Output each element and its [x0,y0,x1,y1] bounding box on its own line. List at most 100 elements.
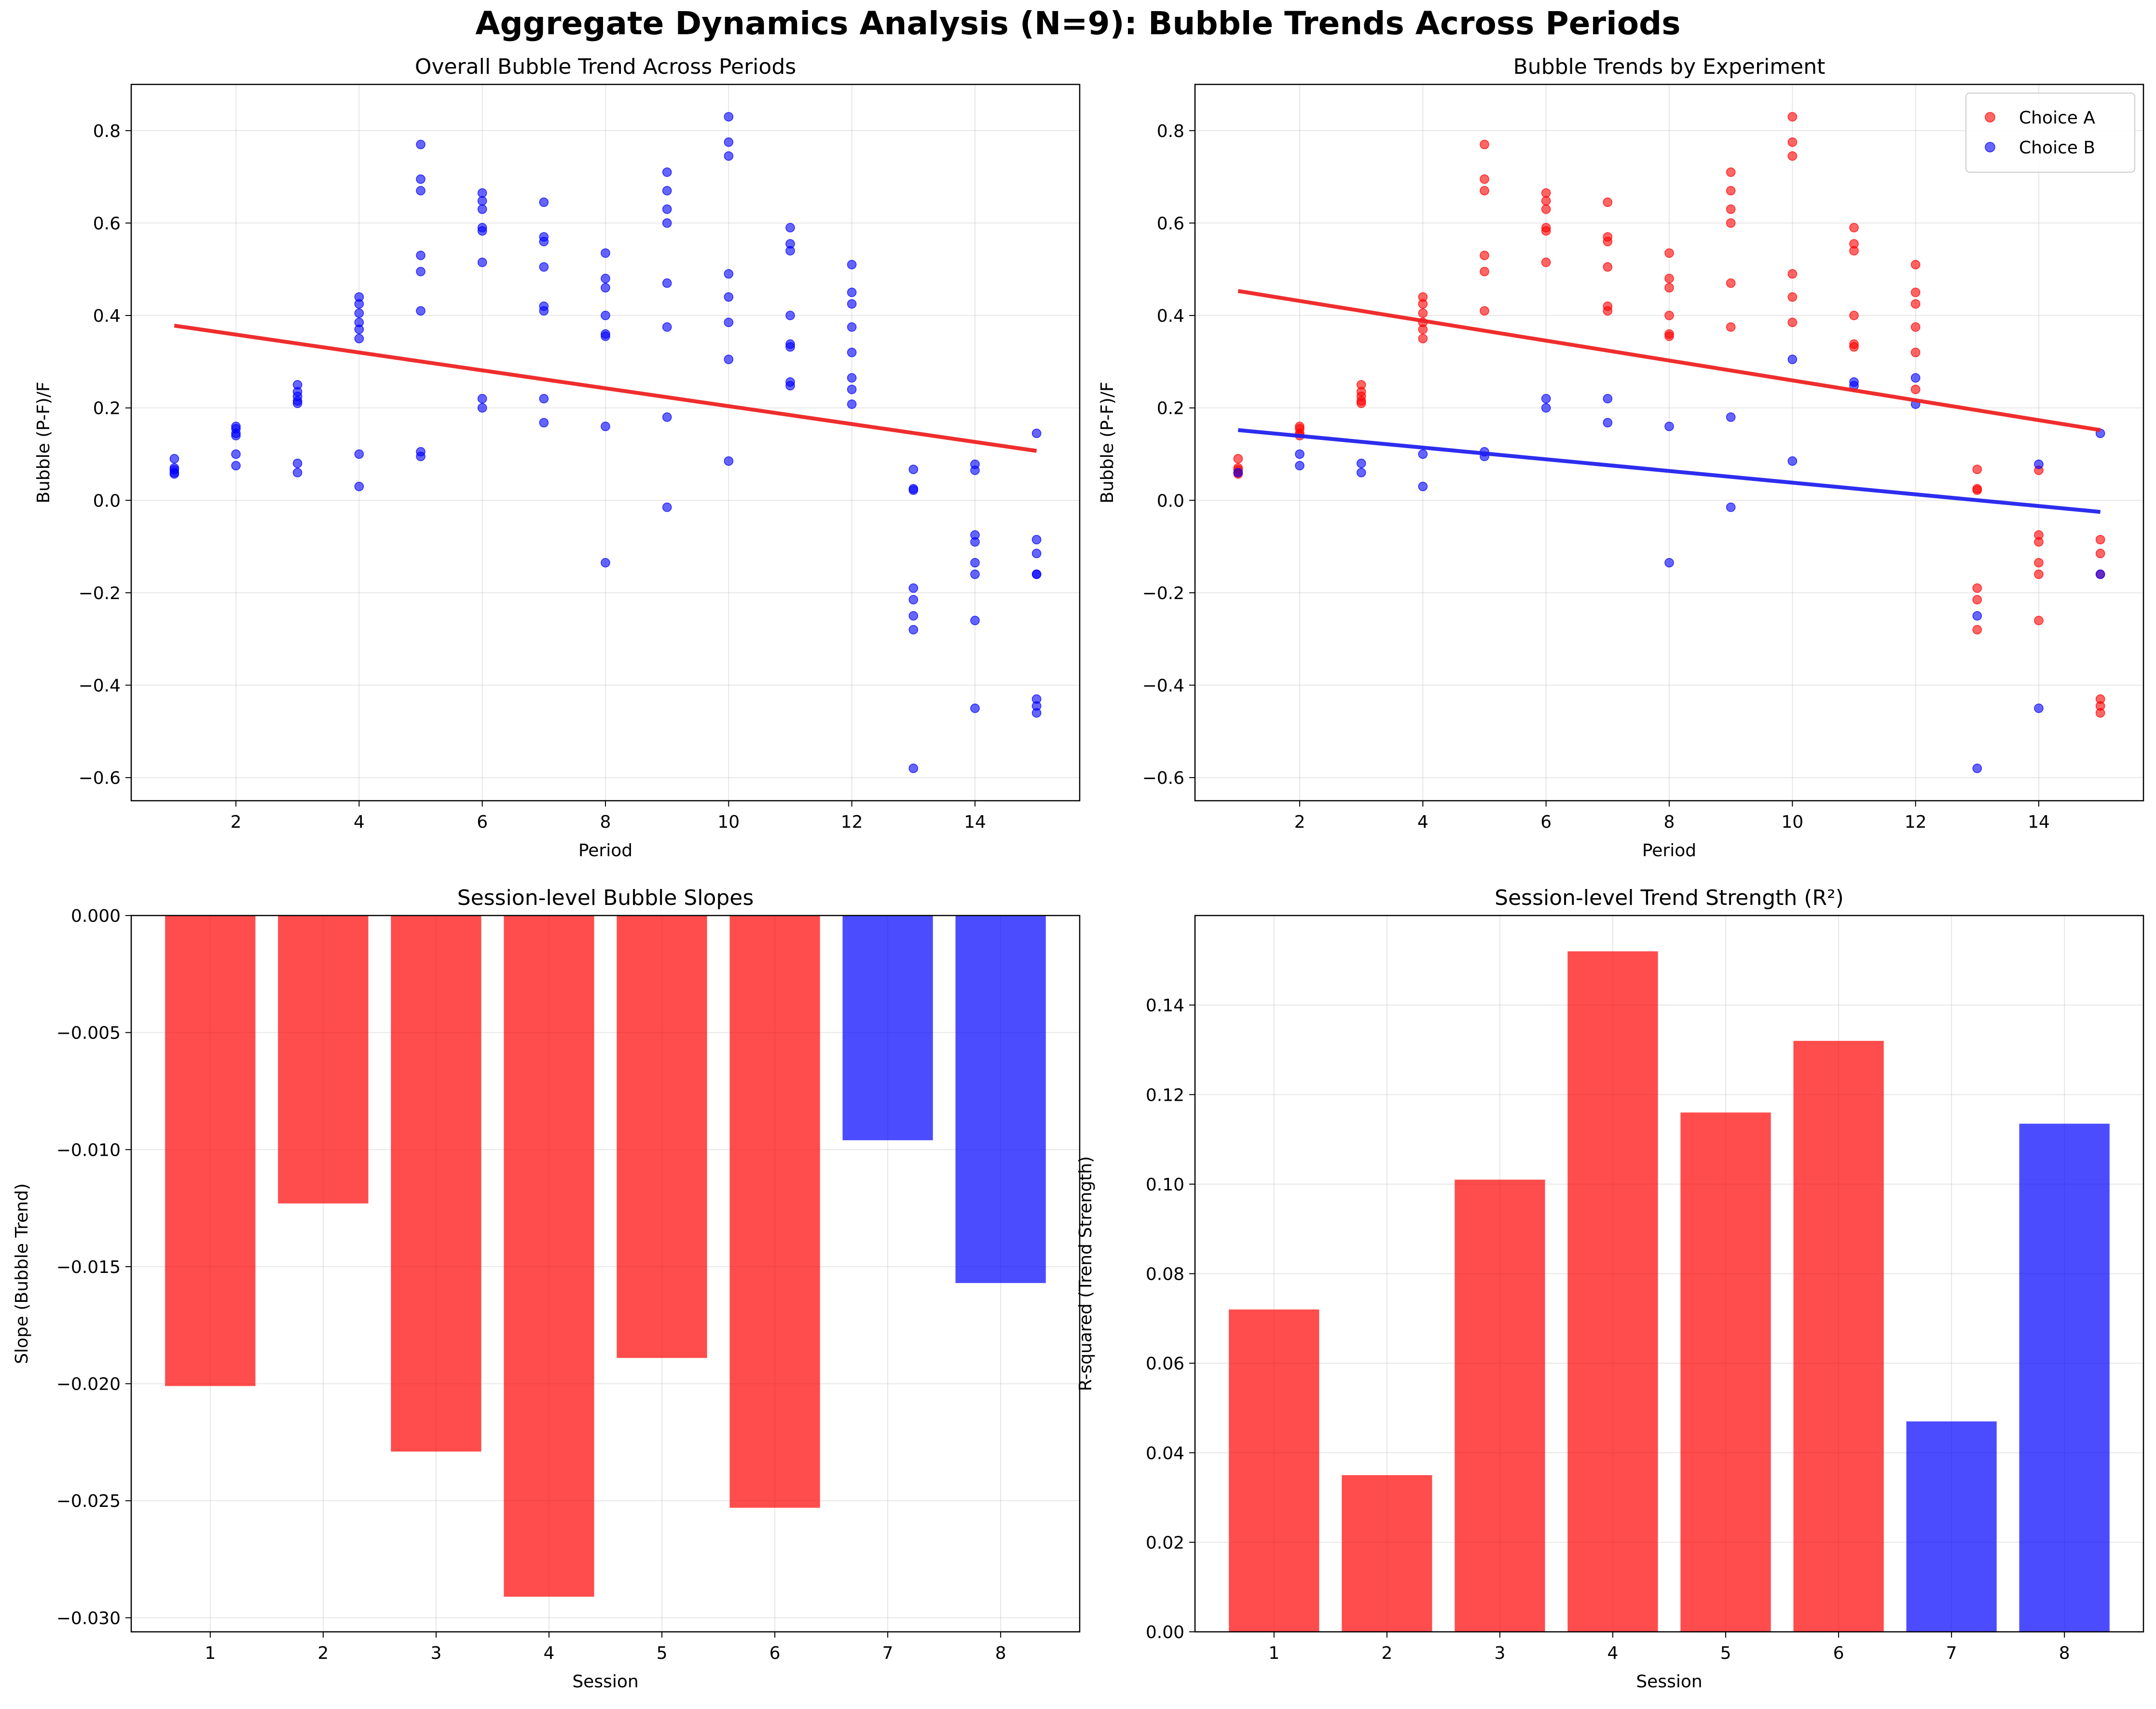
scatter-point [169,454,179,464]
y-tick-label: −0.025 [56,1491,121,1511]
bar-session-7 [842,916,933,1140]
scatter-point [1726,278,1736,288]
x-tick-label: 8 [600,812,611,832]
scatter-point [231,461,241,471]
scatter-point [1726,204,1736,214]
scatter-point [785,311,795,320]
chart-title: Overall Bubble Trend Across Periods [415,55,796,79]
bar-session-6 [1793,1040,1884,1632]
scatter-point [1972,465,1982,474]
x-tick-label: 8 [1664,812,1675,832]
x-tick-label: 4 [544,1643,555,1663]
scatter-point [2095,569,2105,579]
scatter-point [1603,236,1613,246]
x-axis-label: Session [1636,1672,1702,1692]
y-tick-label: 0.04 [1146,1444,1184,1463]
scatter-point [1726,322,1736,332]
x-tick-label: 4 [1417,812,1428,832]
scatter-point [354,334,364,343]
scatter-point [1603,262,1613,272]
scatter-point [1972,625,1982,635]
scatter-point [1418,325,1428,334]
legend-box [1965,93,2135,173]
trend-line [1237,428,2101,514]
scatter-point [1726,502,1736,512]
scatter-point [1603,394,1613,404]
scatter-point [662,412,672,422]
scatter-point [601,422,610,431]
scatter-point [601,558,610,568]
scatter-point [1031,534,1042,545]
scatter-point [847,260,857,270]
scatter-point [724,112,734,122]
scatter-point [1541,403,1551,413]
scatter-point [1480,139,1489,150]
x-tick-label: 2 [231,812,242,832]
scatter-point [1726,412,1736,422]
scatter-point [354,325,364,334]
scatter-point [970,615,980,626]
scatter-point [1787,112,1798,122]
scatter-point [2034,703,2044,713]
scatter-point [2034,615,2044,626]
legend-marker [1985,112,1995,123]
y-axis-label: R-squared (Trend Strength) [1076,1156,1096,1391]
scatter-point [662,218,672,228]
scatter-point [1480,267,1489,276]
scatter-point [1480,306,1489,316]
scatter-point [785,381,795,391]
scatter-point [416,267,426,276]
scatter-point [1295,461,1305,471]
scatter-point [1541,258,1551,267]
chart-title: Session-level Bubble Slopes [457,886,754,910]
x-tick-label: 8 [2059,1643,2070,1663]
scatter-point [2034,569,2044,579]
y-tick-label: 0.8 [93,122,121,141]
y-tick-label: 0.4 [93,306,121,326]
scatter-point [1910,287,1921,297]
bar-session-5 [617,916,707,1358]
x-tick-label: 14 [2028,812,2050,832]
y-tick-label: 0.08 [1146,1265,1184,1285]
scatter-point [908,485,919,495]
scatter-point [539,394,549,404]
scatter-point [1787,317,1798,328]
x-tick-label: 10 [1781,812,1803,832]
scatter-point [1726,167,1736,177]
scatter-point [662,278,672,288]
scatter-point [539,262,549,272]
scatter-point [785,223,795,232]
scatter-point [1356,398,1366,408]
scatter-point [1664,248,1674,258]
scatter-point [724,456,734,466]
y-tick-label: −0.4 [1142,676,1184,696]
scatter-point [1787,456,1798,466]
scatter-point [662,186,672,196]
scatter-point [1418,449,1428,459]
scatter-point [1972,611,1982,621]
scatter-point [416,174,426,184]
bar-session-5 [1680,1112,1771,1632]
bar-session-8 [955,916,1046,1283]
y-tick-label: −0.4 [79,676,121,696]
legend-marker [1985,142,1995,152]
scatter-point [1603,197,1613,207]
scatter-point [662,502,672,512]
scatter-point [354,481,364,492]
axes-frame [1194,915,2144,1633]
scatter-point [1910,384,1921,395]
y-tick-label: 0.12 [1146,1085,1184,1105]
scatter-point [785,342,795,352]
scatter-point [724,317,734,328]
axes-frame [1194,83,2144,802]
legend-label: Choice B [2019,138,2095,158]
scatter-point [847,347,857,357]
scatter-point [2034,558,2044,568]
y-tick-label: 0.000 [71,906,121,926]
scatter-point [1849,342,1859,352]
scatter-point [1787,292,1798,302]
scatter-point [1233,468,1243,478]
y-tick-label: 0.4 [1157,306,1184,326]
scatter-point [1418,308,1428,318]
